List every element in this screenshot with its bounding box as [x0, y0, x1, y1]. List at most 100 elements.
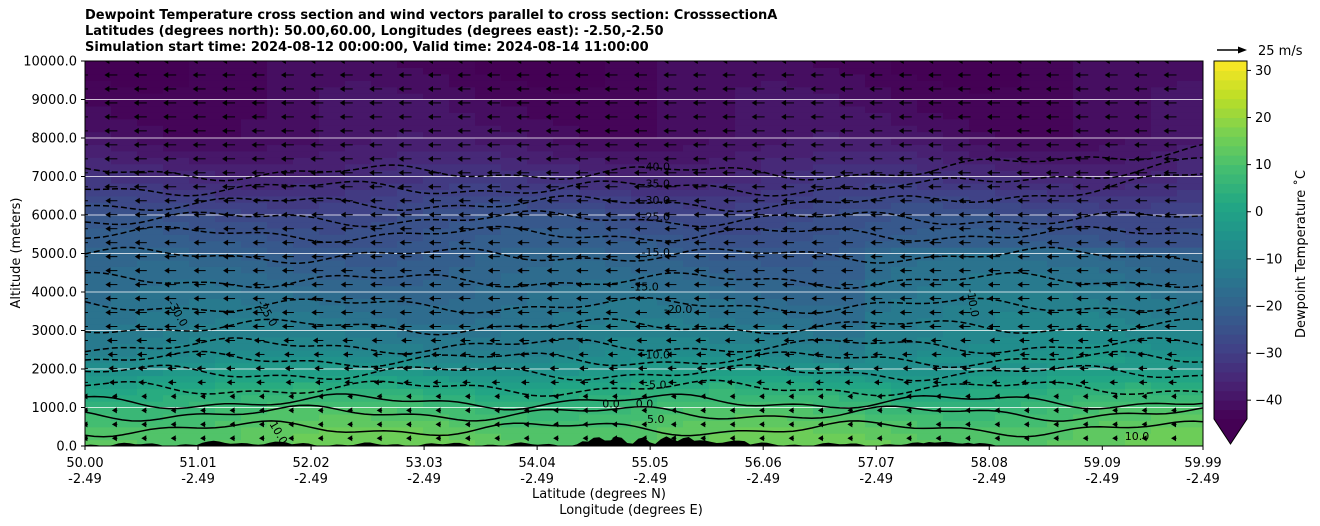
wind-vector	[251, 183, 265, 190]
field-cell	[709, 336, 736, 344]
field-cell	[371, 157, 398, 165]
field-cell	[397, 93, 424, 101]
field-cell	[319, 343, 346, 351]
wind-vector	[545, 85, 559, 92]
field-cell	[189, 375, 216, 383]
wind-vector	[258, 393, 265, 400]
field-cell	[631, 208, 658, 216]
wind-vector	[340, 281, 353, 288]
field-cell	[683, 105, 710, 113]
wind-vector	[399, 197, 412, 204]
wind-vector-head	[494, 407, 500, 414]
wind-vector	[111, 393, 118, 400]
field-cell	[1047, 426, 1074, 434]
wind-vector-head	[457, 61, 463, 64]
wind-vector-head	[664, 309, 670, 316]
wind-vector	[781, 99, 795, 106]
field-cell	[85, 394, 112, 402]
field-cell	[1021, 324, 1048, 332]
wind-vector	[369, 155, 383, 162]
wind-vector	[251, 61, 265, 64]
wind-vector	[133, 127, 147, 134]
field-cell	[475, 401, 502, 409]
field-cell	[709, 61, 736, 69]
field-cell	[1151, 317, 1178, 325]
wind-vector	[398, 169, 412, 176]
field-cell	[631, 138, 658, 146]
field-cell	[631, 125, 658, 133]
field-cell	[735, 227, 762, 235]
field-cell	[891, 433, 918, 441]
field-cell	[631, 375, 658, 383]
field-cell	[501, 221, 528, 229]
wind-vector	[428, 253, 441, 260]
wind-vector	[399, 267, 412, 274]
field-cell	[475, 240, 502, 248]
field-cell	[293, 388, 320, 396]
field-cell	[501, 176, 528, 184]
wind-vector	[340, 267, 353, 274]
field-cell	[839, 144, 866, 152]
wind-vector-head	[751, 141, 757, 148]
field-cell	[657, 247, 684, 255]
wind-vector-head	[284, 351, 290, 358]
wind-vector-head	[899, 309, 905, 316]
field-cell	[683, 304, 710, 312]
wind-vector	[633, 113, 647, 120]
field-cell	[423, 80, 450, 88]
wind-vector-head	[781, 141, 787, 148]
wind-vector	[604, 141, 618, 148]
wind-vector	[459, 337, 471, 344]
field-cell	[1151, 362, 1178, 370]
wind-vector	[317, 393, 324, 400]
field-cell	[163, 324, 190, 332]
wind-vector	[781, 113, 795, 120]
field-cell	[709, 67, 736, 75]
wind-vector	[899, 295, 912, 302]
field-cell	[709, 394, 736, 402]
wind-vector	[85, 242, 88, 244]
field-cell	[423, 369, 450, 377]
field-cell	[813, 292, 840, 300]
field-cell	[917, 433, 944, 441]
wind-vector	[369, 141, 383, 148]
field-cell	[657, 285, 684, 293]
field-cell	[839, 86, 866, 94]
wind-vector-head	[399, 281, 405, 288]
wind-vector-head	[663, 141, 669, 148]
wind-vector	[839, 61, 853, 64]
field-cell	[345, 433, 372, 441]
field-cell	[891, 426, 918, 434]
wind-vector	[670, 393, 677, 400]
field-cell	[501, 144, 528, 152]
wind-vector-head	[576, 309, 582, 316]
field-cell	[761, 272, 788, 280]
field-cell	[215, 420, 242, 428]
wind-vector-head	[311, 239, 317, 246]
field-cell	[111, 388, 138, 396]
field-cell	[839, 413, 866, 421]
field-cell	[111, 272, 138, 280]
field-cell	[189, 150, 216, 158]
field-cell	[1125, 272, 1152, 280]
wind-vector	[664, 225, 677, 232]
wind-vector-head	[347, 393, 353, 400]
chart-subtitle-times: Simulation start time: 2024-08-12 00:00:…	[85, 40, 649, 55]
field-cell	[267, 311, 294, 319]
field-cell	[579, 240, 606, 248]
wind-vector	[458, 225, 471, 232]
contour-line	[85, 404, 1203, 422]
wind-vector-head	[700, 421, 706, 428]
field-cell	[163, 202, 190, 210]
wind-vector	[254, 351, 265, 358]
field-cell	[917, 298, 944, 306]
field-cell	[371, 247, 398, 255]
field-cell	[137, 202, 164, 210]
wind-vector-head	[340, 239, 346, 246]
wind-vector	[870, 323, 883, 330]
field-cell	[189, 138, 216, 146]
wind-vector-head	[134, 225, 140, 232]
field-cell	[267, 388, 294, 396]
wind-vector-head	[252, 281, 258, 288]
field-cell	[423, 61, 450, 69]
